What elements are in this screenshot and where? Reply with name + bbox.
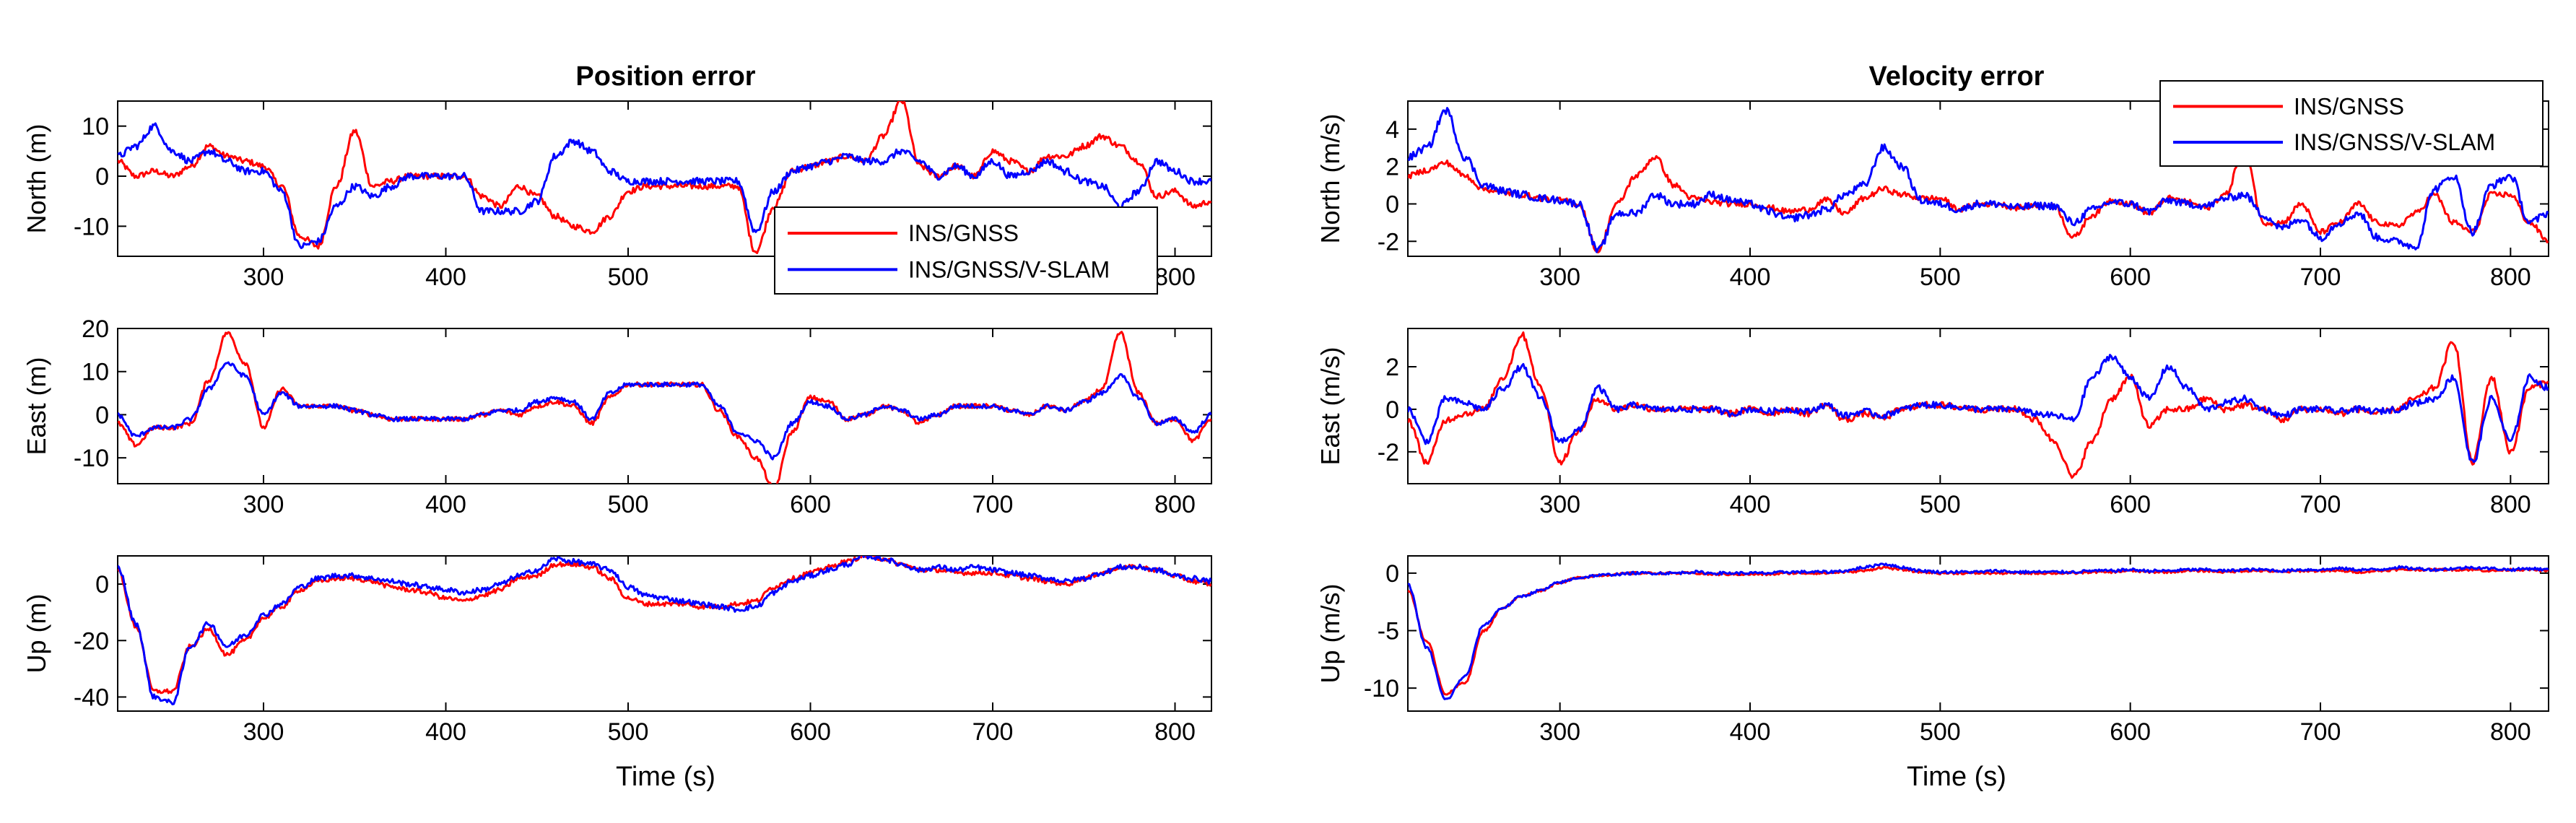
vel-up-xtick-label-700: 700	[2300, 718, 2341, 746]
pos-east-xtick-label-300: 300	[243, 491, 284, 518]
vel-east-ytick-label-2: 2	[1385, 354, 1399, 381]
vel-east-xtick-label-700: 700	[2300, 491, 2341, 518]
vel-north-xtick-label-800: 800	[2490, 264, 2531, 291]
vel-north-xtick-label-700: 700	[2300, 264, 2341, 291]
pos-east-xtick-label-800: 800	[1154, 491, 1196, 518]
legend-vel-label-1: INS/GNSS/V-SLAM	[2294, 129, 2495, 155]
vel-up-y-axis-label: Up (m/s)	[1315, 584, 1345, 684]
pos-up-y-axis-label: Up (m)	[22, 594, 51, 674]
pos-up-xtick-label-500: 500	[608, 718, 649, 746]
pos-up-xtick-label-300: 300	[243, 718, 284, 746]
legend-vel-box	[2159, 80, 2544, 167]
vel-east-y-axis-label: East (m/s)	[1315, 347, 1345, 465]
vel-up-xtick-label-300: 300	[1539, 718, 1580, 746]
vel-up-xtick-label-500: 500	[1920, 718, 1961, 746]
position-error-title: Position error	[575, 61, 755, 92]
pos-up-xtick-label-700: 700	[972, 718, 1014, 746]
pos-up-ytick-label-0: -40	[74, 684, 109, 711]
vel-north-ytick-label-2: 2	[1385, 154, 1399, 181]
position-up-subplot: 300 400 500 600 700 800 -40 -20 0 Up (m)	[22, 555, 1212, 746]
vel-up-xtick-label-400: 400	[1730, 718, 1771, 746]
pos-up-series-ins-gnss-v-slam-line	[118, 556, 1211, 705]
velocity-x-axis-label: Time (s)	[1907, 762, 2006, 792]
pos-east-xtick-label-400: 400	[425, 491, 466, 518]
pos-east-ytick-label-1: 0	[95, 401, 109, 429]
pos-north-ytick-label-2: 10	[82, 113, 109, 141]
velocity-legend: INS/GNSS INS/GNSS/V-SLAM	[2159, 80, 2544, 167]
vel-north-xtick-label-300: 300	[1539, 264, 1580, 291]
pos-up-ytick-label-2: 0	[95, 571, 109, 598]
vel-east-ytick-label-0: -2	[1378, 439, 1399, 466]
vel-north-y-axis-label: North (m/s)	[1315, 114, 1345, 244]
vel-east-xtick-label-600: 600	[2110, 491, 2151, 518]
pos-east-ytick-label-2: 10	[82, 359, 109, 386]
vel-east-xtick-label-300: 300	[1539, 491, 1580, 518]
vel-up-ytick-label-0: -10	[1364, 675, 1399, 702]
pos-east-ytick-label-0: -10	[74, 445, 109, 472]
vel-north-ytick-label-1: 0	[1385, 191, 1399, 218]
legend-pos-label-0: INS/GNSS	[908, 220, 1019, 246]
pos-north-y-axis-label: North (m)	[22, 124, 51, 234]
vel-up-series-ins-gnss-v-slam-line	[1408, 562, 2549, 700]
pos-up-series-ins-gnss-line	[118, 556, 1211, 694]
vel-north-xtick-label-500: 500	[1920, 264, 1961, 291]
legend-vel-label-0: INS/GNSS	[2294, 93, 2404, 119]
pos-north-ytick-label-0: -10	[74, 213, 109, 240]
pos-up-axes-frame	[117, 555, 1212, 712]
pos-north-series-ins-gnss-v-slam-line	[118, 122, 1211, 250]
vel-north-xtick-label-600: 600	[2110, 264, 2151, 291]
pos-east-ytick-label-3: 20	[82, 315, 109, 343]
vel-east-series-ins-gnss-line	[1408, 331, 2549, 479]
pos-east-y-axis-label: East (m)	[22, 357, 51, 455]
pos-east-xtick-label-500: 500	[608, 491, 649, 518]
vel-up-xtick-label-800: 800	[2490, 718, 2531, 746]
position-legend: INS/GNSS INS/GNSS/V-SLAM	[774, 206, 1158, 295]
vel-up-xtick-label-600: 600	[2110, 718, 2151, 746]
pos-east-xtick-label-600: 600	[790, 491, 831, 518]
vel-east-xtick-label-800: 800	[2490, 491, 2531, 518]
vel-north-series-ins-gnss-v-slam-line	[1408, 107, 2549, 253]
pos-east-series-ins-gnss-v-slam-line	[118, 361, 1211, 461]
legend-pos-label-1: INS/GNSS/V-SLAM	[908, 256, 1110, 282]
pos-north-ytick-label-1: 0	[95, 163, 109, 191]
vel-north-xtick-label-400: 400	[1730, 264, 1771, 291]
velocity-error-title: Velocity error	[1869, 61, 2045, 92]
pos-up-ytick-label-1: -20	[74, 627, 109, 655]
vel-east-ytick-label-1: 0	[1385, 396, 1399, 424]
velocity-east-subplot: 300 400 500 600 700 800 -2 0 2 East (m/s)	[1315, 328, 2549, 518]
pos-east-xtick-label-700: 700	[972, 491, 1014, 518]
position-east-subplot: 300 400 500 600 700 800 -10 0 10 20 East (m)	[22, 315, 1212, 518]
pos-north-xtick-label-800: 800	[1154, 264, 1196, 291]
vel-up-ytick-label-1: -5	[1378, 618, 1399, 645]
vel-east-series-ins-gnss-v-slam-line	[1408, 354, 2549, 463]
vel-north-ytick-label-0: -2	[1378, 228, 1399, 256]
pos-up-xtick-label-400: 400	[425, 718, 466, 746]
vel-east-axes-frame	[1407, 328, 2549, 484]
vel-up-axes-frame	[1407, 555, 2549, 712]
pos-up-xtick-label-600: 600	[790, 718, 831, 746]
vel-east-xtick-label-400: 400	[1730, 491, 1771, 518]
vel-east-xtick-label-500: 500	[1920, 491, 1961, 518]
velocity-up-subplot: 300 400 500 600 700 800 -10 -5 0 Up (m/s)	[1315, 555, 2549, 746]
pos-north-xtick-label-400: 400	[425, 264, 466, 291]
pos-north-xtick-label-300: 300	[243, 264, 284, 291]
vel-up-ytick-label-2: 0	[1385, 560, 1399, 588]
position-x-axis-label: Time (s)	[616, 762, 715, 792]
pos-north-xtick-label-500: 500	[608, 264, 649, 291]
vel-north-ytick-label-3: 4	[1385, 116, 1399, 144]
legend-pos-box	[774, 206, 1158, 295]
pos-up-xtick-label-800: 800	[1154, 718, 1196, 746]
